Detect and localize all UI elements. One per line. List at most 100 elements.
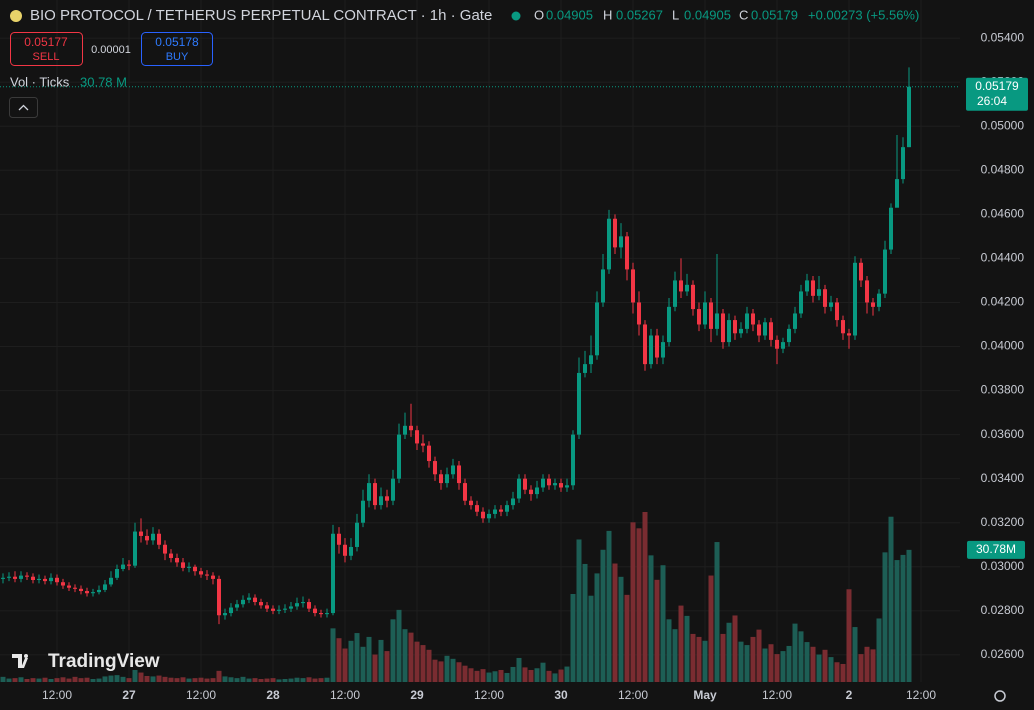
collapse-button[interactable] xyxy=(9,97,38,118)
candle-body xyxy=(505,505,509,512)
candle-body xyxy=(37,578,41,581)
volume-bar xyxy=(12,678,18,682)
candle-body xyxy=(157,533,161,545)
volume-bar xyxy=(648,555,654,682)
ohlc-value: 0.04905 xyxy=(546,7,593,22)
settings-icon[interactable] xyxy=(994,690,1006,702)
y-tick-label: 0.04600 xyxy=(981,207,1025,221)
volume-bar xyxy=(48,678,54,682)
volume-bar xyxy=(324,677,330,682)
candle-body xyxy=(877,293,881,307)
candle-body xyxy=(667,306,671,343)
volume-bar xyxy=(150,676,156,682)
volume-bar xyxy=(396,609,402,682)
candle-body xyxy=(577,372,581,435)
volume-bar xyxy=(552,673,558,682)
volume-bar xyxy=(894,560,900,682)
y-tick-label: 0.03200 xyxy=(981,515,1025,529)
volume-bar xyxy=(432,659,438,682)
volume-bar xyxy=(576,539,582,682)
candle-body xyxy=(517,478,521,499)
volume-bar xyxy=(360,646,366,682)
candle-body xyxy=(895,179,899,208)
volume-bar xyxy=(726,622,732,682)
candle-body xyxy=(175,557,179,563)
volume-bar xyxy=(900,554,906,682)
chart-title: BIO PROTOCOL / TETHERUS PERPETUAL CONTRA… xyxy=(30,7,492,24)
ohlc-value: 0.05179 xyxy=(751,7,798,22)
candle-body xyxy=(685,284,689,292)
volume-bar xyxy=(834,662,840,682)
buy-price: 0.05178 xyxy=(155,35,199,49)
volume-bar xyxy=(702,640,708,682)
volume-bar xyxy=(114,675,120,682)
candle-body xyxy=(445,474,449,484)
volume-label-box xyxy=(967,540,1025,559)
volume-bar xyxy=(768,644,774,682)
candle-body xyxy=(889,207,893,250)
candle-body xyxy=(127,564,131,566)
volume-bar xyxy=(270,678,276,682)
candle-body xyxy=(277,609,281,611)
logo: TradingView xyxy=(12,651,160,672)
candle-body xyxy=(583,364,587,373)
volume-label: 30.78M xyxy=(976,542,1016,556)
volume-bar xyxy=(426,649,432,682)
candle-body xyxy=(697,309,701,325)
candle-body xyxy=(745,313,749,329)
x-tick-label: 30 xyxy=(554,688,568,702)
candle-body xyxy=(211,575,215,579)
candle-body xyxy=(481,511,485,519)
candle-body xyxy=(385,496,389,501)
volume-bar xyxy=(42,677,48,682)
candle-body xyxy=(763,322,767,336)
candle-body xyxy=(493,509,497,514)
volume-bar xyxy=(18,677,24,682)
candle-body xyxy=(835,302,839,321)
candle-body xyxy=(283,608,287,610)
volume-bar xyxy=(564,666,570,682)
candle-body xyxy=(7,576,11,578)
volume-bar xyxy=(546,670,552,682)
y-tick-label: 0.04400 xyxy=(981,251,1025,265)
volume-bar xyxy=(786,645,792,682)
volume-bar xyxy=(888,516,894,682)
volume-bar xyxy=(30,678,36,682)
x-tick-label: 12:00 xyxy=(906,688,936,702)
volume-bar xyxy=(558,669,564,682)
candle-body xyxy=(439,474,443,484)
ohlc-letter: H xyxy=(603,7,612,22)
volume-bar xyxy=(96,678,102,682)
buy-button[interactable] xyxy=(141,32,213,66)
volume-bar xyxy=(180,677,186,682)
spread: 0.00001 xyxy=(91,44,131,56)
volume-bar xyxy=(468,668,474,682)
candle-body xyxy=(265,605,269,609)
volume-bar xyxy=(510,666,516,682)
y-tick-label: 0.03000 xyxy=(981,559,1025,573)
candle-body xyxy=(511,498,515,506)
sell-button[interactable] xyxy=(10,32,83,66)
volume-bar xyxy=(774,654,780,682)
candle-body xyxy=(487,513,491,519)
volume-bar xyxy=(306,677,312,682)
candle-body xyxy=(757,324,761,336)
volume-bar xyxy=(492,671,498,682)
candle-body xyxy=(463,483,467,501)
candle-body xyxy=(751,313,755,325)
candle-body xyxy=(1,577,5,579)
volume-bar xyxy=(756,629,762,682)
candle-body xyxy=(631,269,635,303)
candle-body xyxy=(25,575,29,577)
candle-body xyxy=(589,355,593,365)
candle-body xyxy=(709,302,713,329)
candle-body xyxy=(67,585,71,588)
candle-body xyxy=(625,236,629,270)
candle-body xyxy=(907,86,911,148)
candle-body xyxy=(367,483,371,501)
candle-body xyxy=(379,496,383,506)
candle-body xyxy=(295,603,299,607)
candle-body xyxy=(853,262,857,336)
candle-body xyxy=(595,302,599,356)
candle-body xyxy=(121,564,125,569)
